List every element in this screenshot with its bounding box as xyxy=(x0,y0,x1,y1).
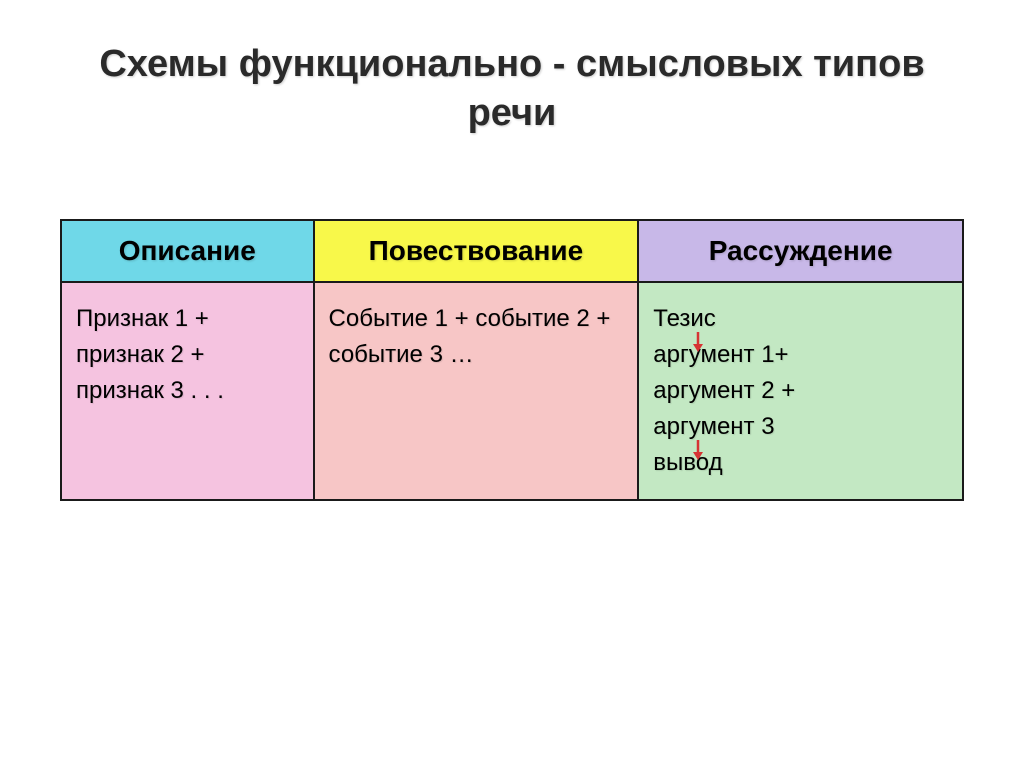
down-arrow-icon xyxy=(691,440,705,460)
body-reasoning: Тезисаргумент 1+аргумент 2 +аргумент 3вы… xyxy=(638,282,963,500)
page-title: Схемы функционально - смысловых типов ре… xyxy=(60,40,964,139)
body-description: Признак 1 + признак 2 + признак 3 . . . xyxy=(61,282,314,500)
table-body-row: Признак 1 + признак 2 + признак 3 . . . … xyxy=(61,282,963,500)
header-description: Описание xyxy=(61,220,314,282)
down-arrow-icon xyxy=(691,332,705,352)
table-header-row: Описание Повествование Рассуждение xyxy=(61,220,963,282)
reasoning-line: аргумент 2 + xyxy=(653,373,948,409)
header-reasoning: Рассуждение xyxy=(638,220,963,282)
speech-types-table: Описание Повествование Рассуждение Призн… xyxy=(60,219,964,501)
header-narration: Повествование xyxy=(314,220,639,282)
body-narration: Событие 1 + событие 2 + событие 3 … xyxy=(314,282,639,500)
